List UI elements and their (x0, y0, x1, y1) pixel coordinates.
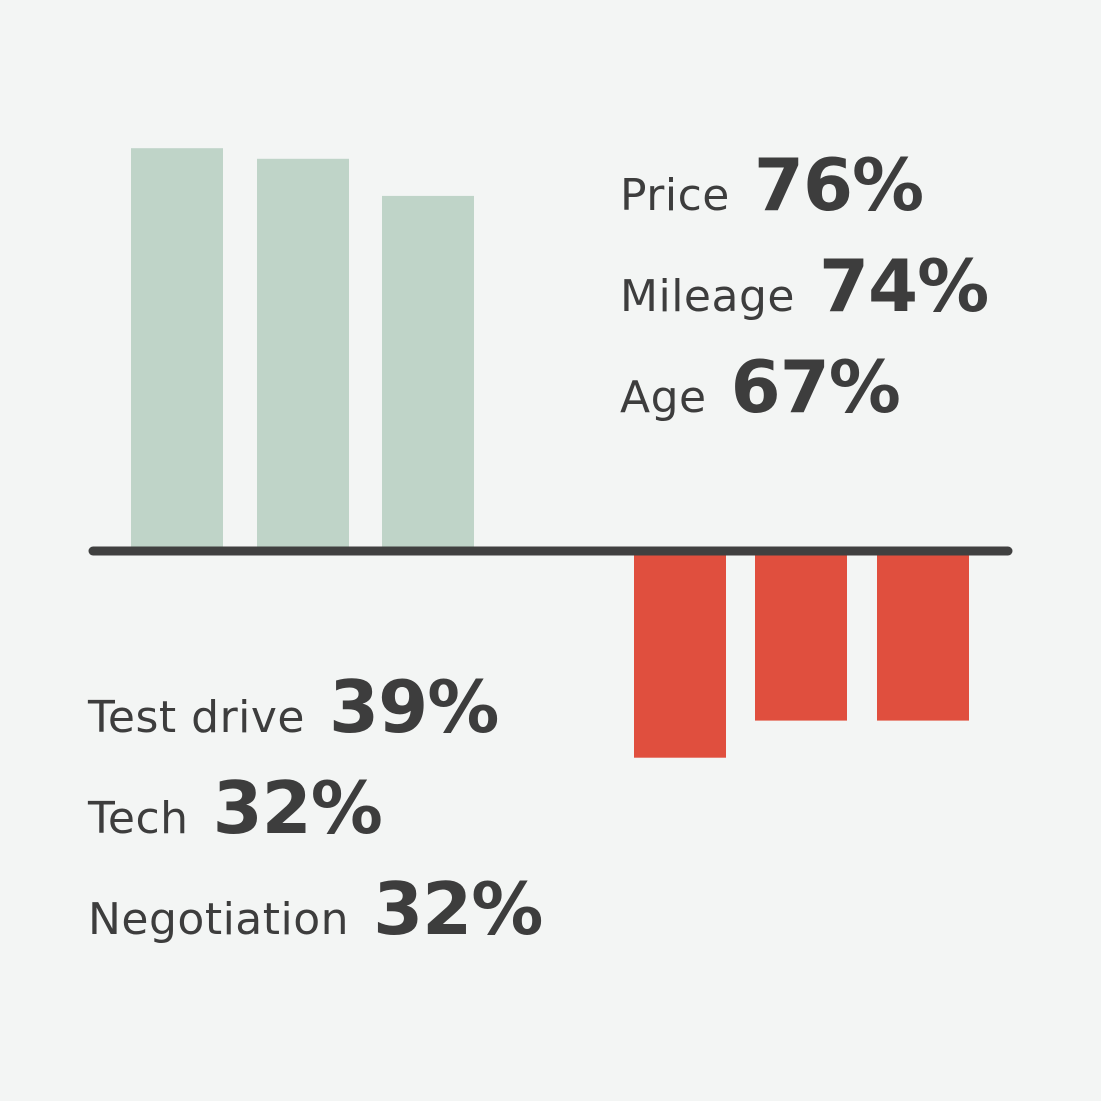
value-label: 74% (818, 244, 989, 328)
label-row-price: Price 76% (620, 143, 988, 244)
negative-bars (634, 551, 969, 758)
bar-price (131, 148, 223, 551)
category-label: Mileage (620, 271, 795, 322)
label-row-age: Age 67% (620, 345, 988, 446)
bar-test-drive (634, 551, 726, 758)
label-row-test-drive: Test drive 39% (88, 665, 542, 766)
label-row-mileage: Mileage 74% (620, 244, 989, 345)
value-label: 67% (730, 345, 901, 429)
category-label: Age (620, 372, 707, 423)
category-label: Price (620, 170, 730, 221)
category-label: Negotiation (88, 894, 350, 945)
bar-negotiation (877, 551, 969, 721)
bar-tech (755, 551, 847, 721)
value-label: 76% (753, 143, 924, 227)
value-label: 32% (212, 766, 383, 850)
positive-bars (131, 148, 474, 552)
label-row-tech: Tech 32% (88, 766, 542, 867)
negative-labels: Test drive 39% Tech 32% Negotiation 32% (88, 665, 543, 968)
category-label: Tech (88, 793, 189, 844)
value-label: 32% (373, 867, 543, 951)
value-label: 39% (329, 665, 499, 749)
bar-age (382, 195, 474, 551)
bar-mileage (257, 158, 349, 552)
positive-labels: Price 76% Mileage 74% Age 67% (620, 143, 989, 446)
category-label: Test drive (88, 692, 305, 743)
label-row-negotiation: Negotiation 32% (88, 867, 543, 968)
